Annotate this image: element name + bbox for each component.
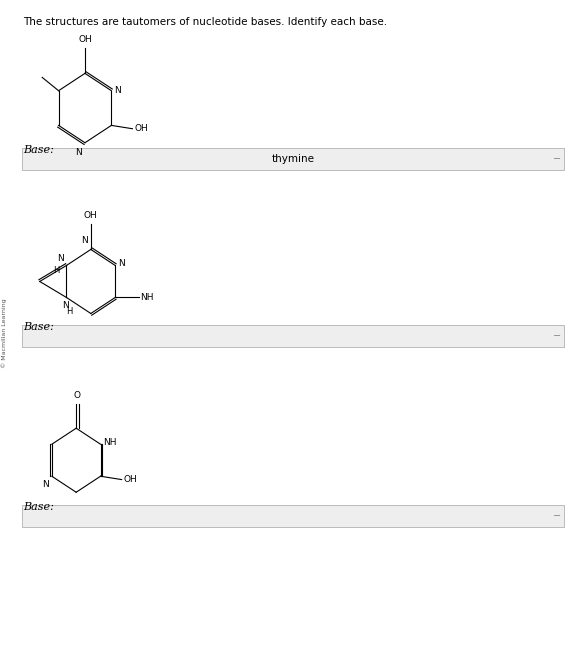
Text: H: H <box>66 307 73 315</box>
Bar <box>22 505 564 527</box>
Text: −: − <box>553 154 561 164</box>
Text: Base:: Base: <box>23 322 54 331</box>
Text: Base:: Base: <box>23 145 54 155</box>
Text: The structures are tautomers of nucleotide bases. Identify each base.: The structures are tautomers of nucleoti… <box>23 17 387 27</box>
Text: N: N <box>57 254 64 263</box>
Text: H: H <box>53 266 59 275</box>
Text: OH: OH <box>78 35 92 44</box>
Text: OH: OH <box>84 211 98 220</box>
Text: Base:: Base: <box>23 502 54 512</box>
Text: N: N <box>118 259 125 268</box>
Text: OH: OH <box>124 475 137 484</box>
Text: O: O <box>74 392 81 400</box>
Text: N: N <box>42 480 49 489</box>
Text: thymine: thymine <box>272 154 315 164</box>
Text: NH: NH <box>104 438 117 447</box>
Bar <box>22 325 564 347</box>
Text: N: N <box>62 301 69 310</box>
Text: OH: OH <box>134 124 148 133</box>
Text: −: − <box>553 511 561 521</box>
Text: −: − <box>553 331 561 341</box>
Text: NH: NH <box>141 293 154 302</box>
Text: N: N <box>114 85 121 95</box>
Text: © Macmillan Learning: © Macmillan Learning <box>1 299 7 368</box>
Text: N: N <box>81 237 88 245</box>
Text: N: N <box>75 148 82 157</box>
Bar <box>22 148 564 170</box>
